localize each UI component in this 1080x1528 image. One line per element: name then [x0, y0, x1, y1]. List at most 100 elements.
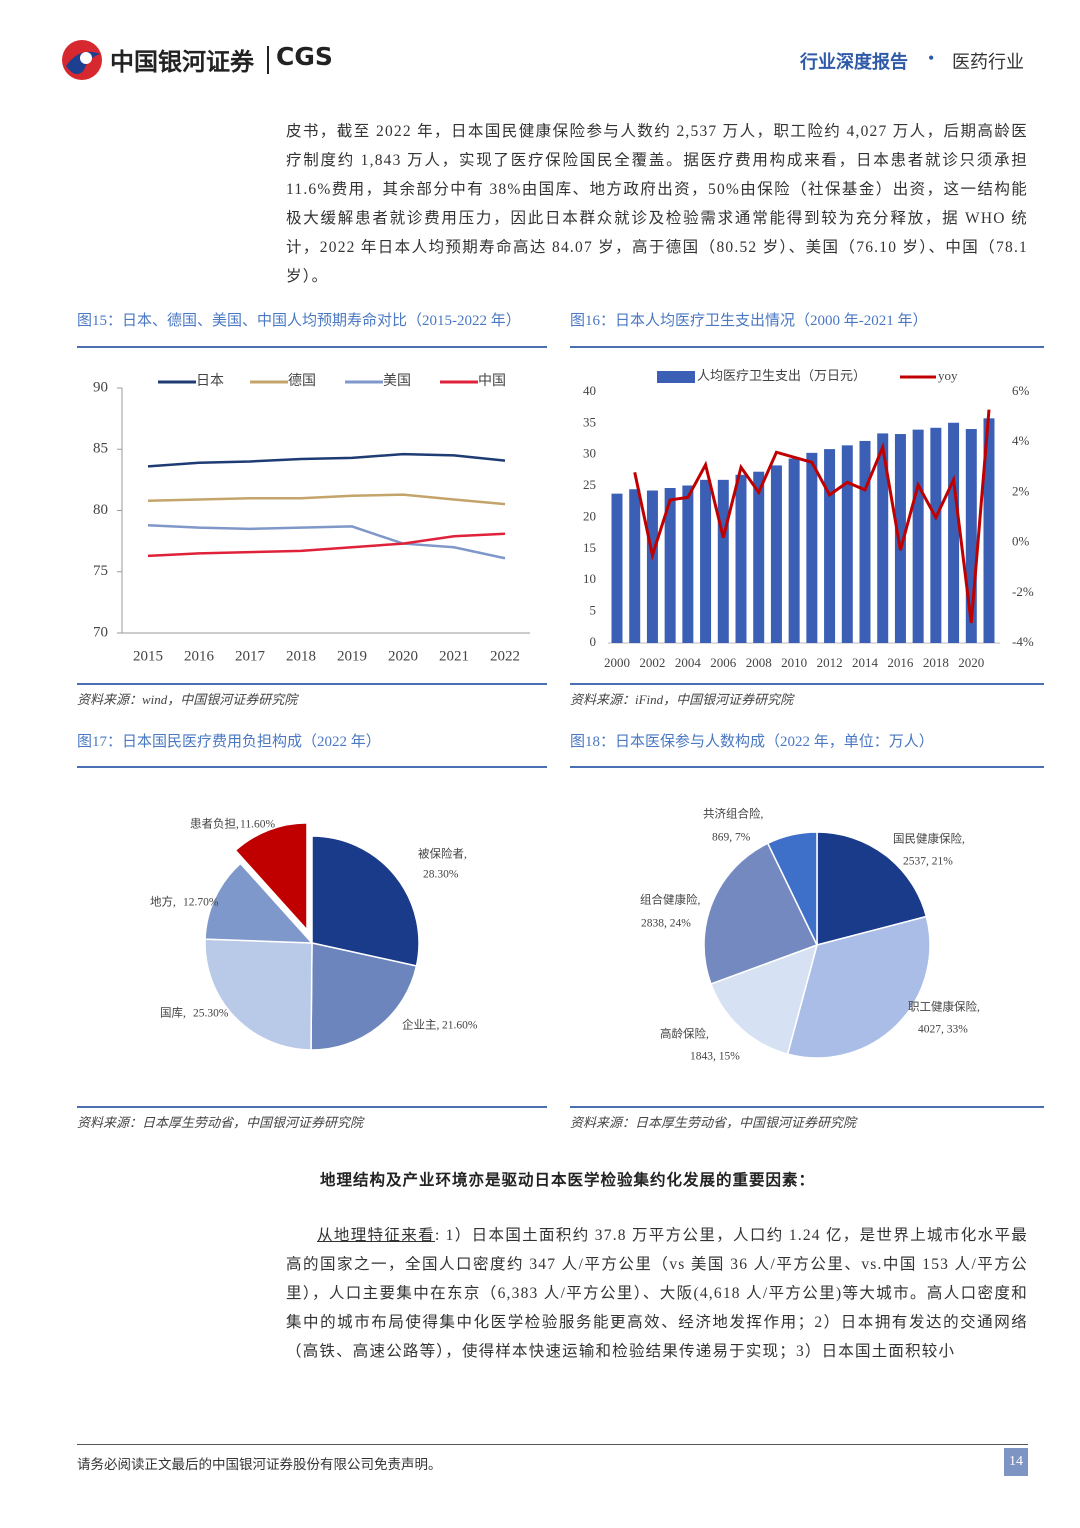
figure-source: 资料来源：wind，中国银河证券研究院 [77, 692, 298, 707]
slice-value-label: 25.30% [193, 1008, 229, 1020]
x-tick-label: 2004 [675, 655, 702, 670]
footer-disclaimer: 请务必阅读正文最后的中国银河证券股份有限公司免责声明。 [77, 1457, 442, 1472]
industry: 医药行业 [952, 52, 1024, 72]
source-rule [77, 1106, 547, 1108]
y-tick-label: 75 [93, 563, 108, 579]
pie-slice [311, 835, 420, 967]
figure-source: 资料来源：iFind，中国银河证券研究院 [570, 692, 794, 707]
x-tick-label: 2012 [817, 655, 843, 670]
y-tick-label: 20 [583, 508, 596, 523]
bar [806, 452, 818, 643]
bar [859, 440, 871, 643]
pie-slice [234, 822, 308, 932]
x-tick-label: 2014 [852, 655, 879, 670]
y-tick-label: 70 [93, 624, 108, 640]
bar [824, 449, 836, 643]
x-tick-label: 2017 [235, 648, 266, 664]
figure-caption: 图16：日本人均医疗卫生支出情况（2000 年-2021 年） [570, 313, 928, 329]
y-tick-label: 5 [590, 603, 597, 618]
bar [611, 493, 623, 643]
slice-value-label: 2537, 21% [903, 856, 953, 868]
x-tick-label: 2021 [439, 648, 469, 664]
slice-label: 职工健康保险, [908, 1000, 980, 1014]
intro-paragraph: 皮书，截至 2022 年，日本国民健康保险参与人数约 2,537 万人，职工险约… [286, 123, 1028, 285]
x-tick-label: 2015 [133, 648, 163, 664]
y2-tick-label: -2% [1012, 584, 1034, 599]
y2-tick-label: 2% [1012, 483, 1030, 498]
y-tick-label: 90 [93, 379, 108, 395]
slice-label: 地方, [150, 895, 176, 909]
pie-slice [204, 938, 313, 1051]
body-text: : 1）日本国土面积约 37.8 万平方公里，人口约 1.24 亿，是世界上城市… [286, 1227, 1029, 1360]
slice-label: 国库, [160, 1006, 186, 1020]
bar [700, 479, 712, 643]
x-tick-label: 2008 [746, 655, 772, 670]
x-tick-label: 2002 [639, 655, 665, 670]
x-tick-label: 2019 [337, 648, 367, 664]
x-tick-label: 2022 [490, 648, 520, 664]
pie-slice [709, 943, 819, 1056]
bar [877, 433, 889, 643]
figure-source: 资料来源：日本厚生劳动省，中国银河证券研究院 [77, 1115, 364, 1130]
body-paragraph: 从地理特征来看: 1）日本国土面积约 37.8 万平方公里，人口约 1.24 亿… [286, 1221, 1028, 1366]
pie-slice [786, 915, 931, 1059]
y-tick-label: 10 [583, 571, 596, 586]
pie-slice [204, 862, 314, 944]
caption-rule [570, 346, 1044, 348]
slice-label: 国民健康保险, [893, 832, 965, 846]
bar [912, 429, 924, 643]
bar [646, 490, 658, 643]
x-tick-label: 2016 [184, 648, 215, 664]
bar [841, 445, 853, 643]
series-line [147, 532, 506, 558]
y-tick-label: 80 [93, 502, 108, 518]
bar [948, 422, 960, 643]
slice-value-label: 11.60% [240, 819, 275, 831]
slice-label: 共济组合险, [703, 807, 763, 821]
legend-swatch [657, 371, 695, 383]
x-tick-label: 2018 [923, 655, 949, 670]
y-tick-label: 25 [583, 477, 596, 492]
bar [983, 418, 995, 643]
series-line [147, 493, 506, 506]
legend-label: 中国 [478, 373, 506, 389]
slice-value-label: 28.30% [423, 869, 459, 881]
y-tick-label: 35 [583, 414, 596, 429]
pie-slice [703, 842, 819, 985]
bar [717, 479, 729, 643]
slice-label: 患者负担, [190, 817, 239, 831]
logo-en: CGS [276, 42, 333, 71]
x-tick-label: 2010 [781, 655, 807, 670]
pie-slice [766, 831, 818, 946]
bar [788, 458, 800, 643]
figure-caption: 图18：日本医保参与人数构成（2022 年，单位：万人） [570, 734, 934, 750]
slice-label: 被保险者, [418, 847, 467, 861]
bar [965, 429, 977, 643]
slice-value-label: 12.70% [183, 897, 219, 909]
caption-rule [77, 766, 547, 768]
slice-value-label: 21.60% [442, 1020, 478, 1032]
logo-mark-dot [80, 52, 92, 64]
slice-label: 组合健康险, [640, 893, 700, 907]
y-tick-label: 85 [93, 441, 108, 457]
bar [682, 485, 694, 643]
logo-divider [267, 46, 269, 74]
pie-slice [816, 831, 928, 946]
x-tick-label: 2006 [710, 655, 737, 670]
bar [930, 427, 942, 643]
legend-label: yoy [938, 368, 958, 383]
report-type: 行业深度报告 [800, 52, 908, 72]
x-tick-label: 2000 [604, 655, 630, 670]
bar [894, 434, 906, 643]
series-line [633, 409, 991, 624]
legend-label: 美国 [383, 373, 411, 389]
slice-value-label: 4027, 33% [918, 1024, 968, 1036]
source-rule [77, 683, 547, 685]
header-separator: • [928, 48, 935, 68]
y2-tick-label: -4% [1012, 634, 1034, 649]
x-tick-label: 2018 [286, 648, 316, 664]
y-tick-label: 0 [590, 634, 597, 649]
x-tick-label: 2020 [388, 648, 418, 664]
